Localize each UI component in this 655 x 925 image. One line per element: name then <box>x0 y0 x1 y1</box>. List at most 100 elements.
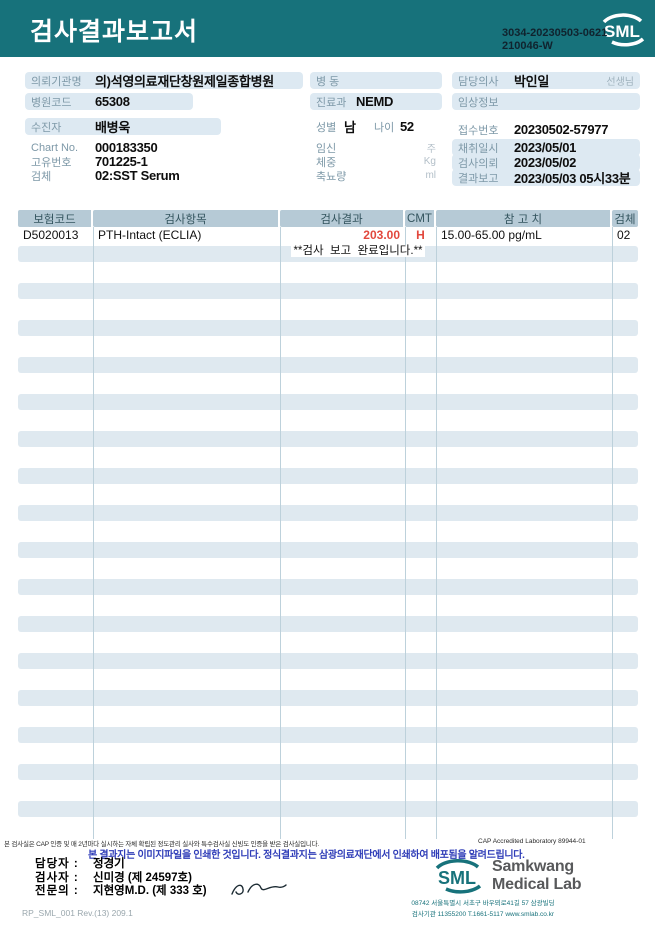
department-label: 진료과 <box>316 96 347 109</box>
results-table-header: 보험코드 검사항목 검사결과 CMT 참 고 치 검체 <box>18 210 638 227</box>
manager-row: 담당자 : 정경기 <box>35 858 207 872</box>
field-collected-date: 채취일시 2023/05/01 <box>452 139 640 156</box>
manager-name: 정경기 <box>93 858 125 870</box>
lab-name-line2: Medical Lab <box>492 876 582 893</box>
column-divider <box>612 227 613 839</box>
chart-no-label: Chart No. <box>31 141 79 154</box>
field-weight: 체중 Kg <box>310 153 442 170</box>
age-value: 52 <box>400 119 414 134</box>
sml-footer-logo-icon: SML <box>435 859 482 894</box>
empty-table-row <box>18 690 638 706</box>
lab-contact: 검사기관 11355200 T.1661-5117 www.smlab.co.k… <box>411 911 555 918</box>
empty-table-row <box>18 727 638 743</box>
empty-table-row <box>18 542 638 558</box>
cap-accreditation-note: 본 검사실은 CAP 인증 및 매 2년마다 실시하는 자체 확립된 정도관리 … <box>4 841 320 848</box>
empty-table-row <box>18 653 638 669</box>
empty-table-row <box>18 394 638 410</box>
doctor-suffix: 선생님 <box>606 77 634 88</box>
lab-name: Samkwang Medical Lab <box>492 858 582 894</box>
report-header: 검사결과보고서 SML 3034-20230503-0621 210046-W <box>0 0 655 57</box>
specialist-name: 지현영M.D. (제 333 호) <box>93 885 207 897</box>
empty-table-row <box>18 505 638 521</box>
empty-table-row <box>18 320 638 336</box>
document-code: RP_SML_001 Rev.(13) 209.1 <box>22 908 133 918</box>
patient-label: 수진자 <box>31 121 62 134</box>
col-header-result: 검사결과 <box>280 210 405 227</box>
report-code-1: 3034-20230503-0621 <box>502 27 608 39</box>
svg-text:SML: SML <box>604 22 640 41</box>
hospital-code-label: 병원코드 <box>31 96 72 109</box>
examiner-name: 신미경 (제 24597호) <box>93 871 192 884</box>
field-patient: 수진자 배병욱 <box>25 118 221 135</box>
examiner-label: 검사자 : <box>35 871 79 884</box>
department-value: NEMD <box>356 94 394 109</box>
organization-label: 의뢰기관명 <box>31 75 82 88</box>
empty-table-row <box>18 764 638 780</box>
row-insurance-code: D5020013 <box>23 228 79 242</box>
pregnancy-unit: 주 <box>426 144 436 155</box>
col-header-insurance-code: 보험코드 <box>18 210 93 227</box>
patient-name: 배병욱 <box>95 120 130 135</box>
clinical-info-label: 임상정보 <box>458 96 499 109</box>
lab-address: 08742 서울특별시 서초구 바우뫼로41길 57 삼광빌딩 <box>411 900 555 907</box>
empty-table-row <box>18 468 638 484</box>
manager-label: 담당자 : <box>35 858 79 870</box>
field-requested-date: 검사의뢰 2023/05/02 <box>452 154 640 171</box>
sml-logo-icon: SML <box>602 13 645 47</box>
pregnancy-label: 임신 <box>316 142 337 155</box>
field-sex-age: 성별 남 나이 52 <box>310 118 442 135</box>
urine-unit: ml <box>425 170 436 181</box>
empty-table-row <box>18 801 638 817</box>
field-department: 진료과 NEMD <box>310 93 442 110</box>
row-specimen-code: 02 <box>617 228 631 242</box>
field-chart-no: Chart No. 000183350 <box>25 139 303 156</box>
uid-label: 고유번호 <box>31 156 72 169</box>
column-divider <box>93 227 94 839</box>
doctor-label: 담당의사 <box>458 75 499 88</box>
column-divider <box>405 227 406 839</box>
empty-table-row <box>18 616 638 632</box>
field-hospital-code: 병원코드 65308 <box>25 93 193 110</box>
collected-date-value: 2023/05/01 <box>514 140 577 155</box>
hospital-code-value: 65308 <box>95 94 130 109</box>
svg-text:SML: SML <box>438 868 476 888</box>
page-title: 검사결과보고서 <box>30 18 199 46</box>
collected-date-label: 채취일시 <box>458 142 499 155</box>
results-table: 보험코드 검사항목 검사결과 CMT 참 고 치 검체 D5020013 PTH… <box>18 210 638 839</box>
col-header-specimen: 검체 <box>612 210 638 227</box>
weight-unit: Kg <box>423 156 436 167</box>
field-pregnancy: 임신 주 <box>310 139 442 156</box>
col-header-reference: 참 고 치 <box>436 210 612 227</box>
empty-table-row <box>18 579 638 595</box>
doctor-name: 박인일 <box>514 74 549 89</box>
field-ward: 병 동 <box>310 72 442 89</box>
field-clinical-info: 임상정보 <box>452 93 640 110</box>
specimen-label: 검체 <box>31 170 52 183</box>
age-label: 나이 <box>374 121 395 134</box>
requested-date-value: 2023/05/02 <box>514 155 577 170</box>
report-complete-message: **검사 보고 완료입니다.** <box>291 245 425 257</box>
field-reported-date: 결과보고 2023/05/03 05시33분 <box>452 169 640 186</box>
specialist-row: 전문의 : 지현영M.D. (제 333 호) <box>35 885 207 899</box>
empty-table-row <box>18 283 638 299</box>
urine-label: 축뇨량 <box>316 170 347 183</box>
uid-value: 701225-1 <box>95 154 148 169</box>
row-result-value: 203.00 <box>363 228 400 242</box>
ward-label: 병 동 <box>316 75 340 88</box>
specialist-label: 전문의 : <box>35 885 79 897</box>
reported-date-label: 결과보고 <box>458 172 499 185</box>
field-uid: 고유번호 701225-1 <box>25 153 303 170</box>
receipt-no-label: 접수번호 <box>458 124 499 137</box>
examiner-row: 검사자 : 신미경 (제 24597호) <box>35 872 207 886</box>
col-header-cmt: CMT <box>405 210 436 227</box>
col-header-test-name: 검사항목 <box>93 210 280 227</box>
empty-table-row <box>18 357 638 373</box>
empty-table-row <box>18 431 638 447</box>
cap-accreditation-number: CAP Accredited Laboratory 89944-01 <box>478 838 586 845</box>
requested-date-label: 검사의뢰 <box>458 157 499 170</box>
reported-date-value: 2023/05/03 05시33분 <box>514 171 631 186</box>
sex-value: 남 <box>344 120 356 135</box>
chart-no-value: 000183350 <box>95 140 158 155</box>
field-urine: 축뇨량 ml <box>310 167 442 184</box>
